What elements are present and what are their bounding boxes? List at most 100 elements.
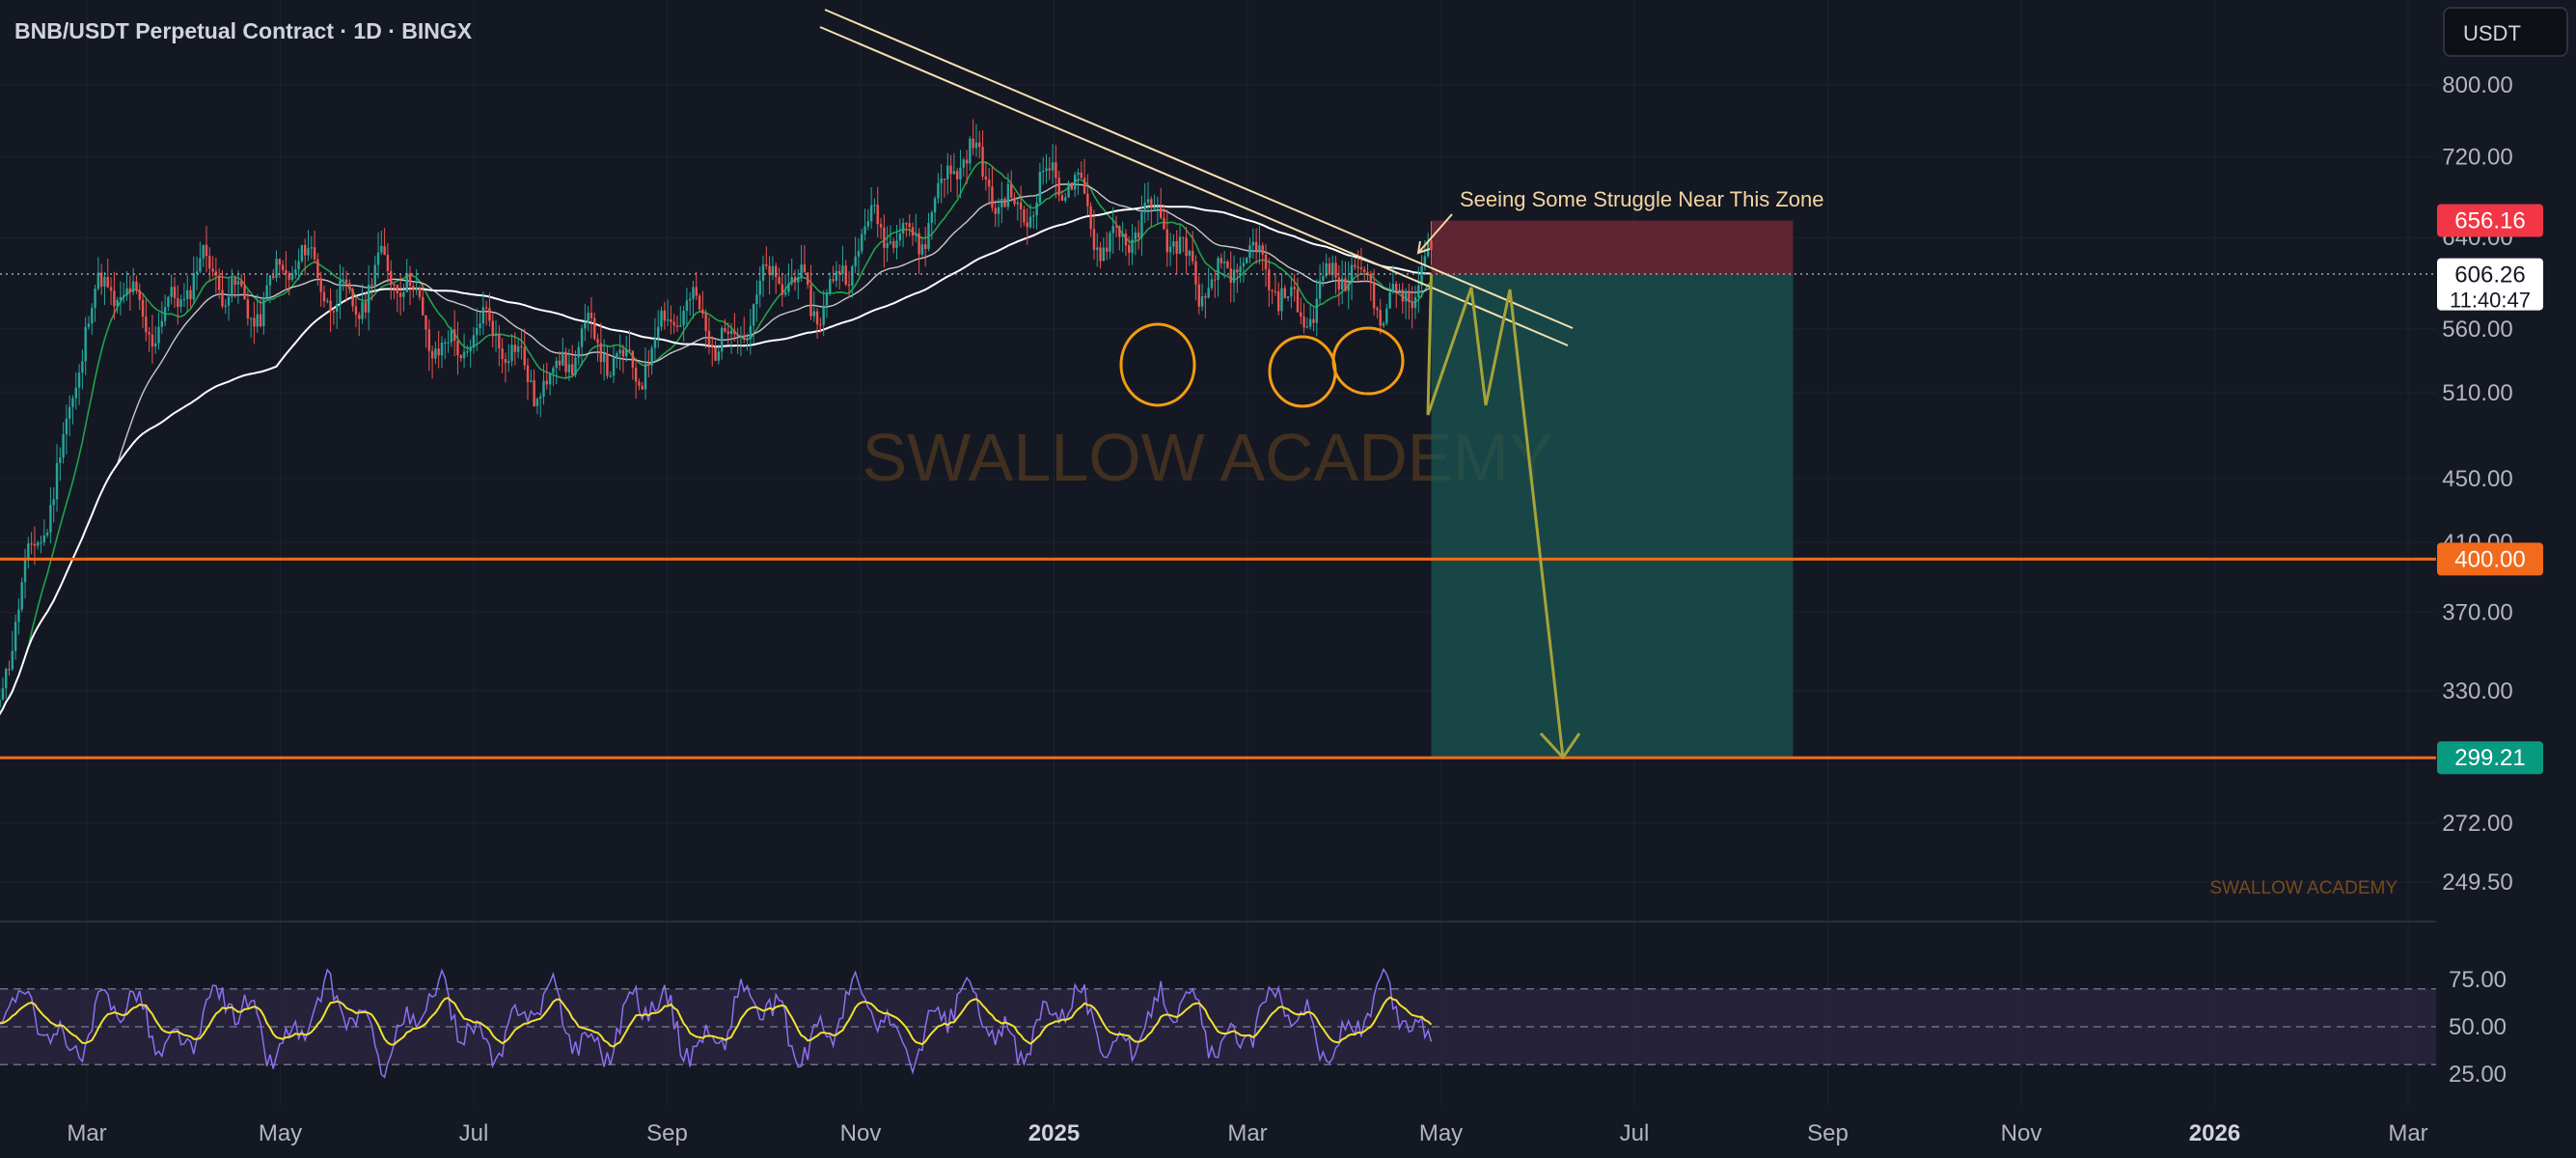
candle-body [562,351,564,366]
take-profit-zone[interactable] [1431,274,1794,758]
candle-body [310,247,313,249]
candle-body [783,291,787,295]
time-axis[interactable]: Mar May Jul Sep Nov 2025 Mar May Jul Sep Nov 2026 Ma… [67,1120,2427,1146]
candle-body [23,559,27,583]
time-axis-label: Mar [1227,1120,1267,1146]
target-price-label-bg [2437,741,2543,775]
candle-body [1185,237,1188,257]
candle-body [1210,279,1214,289]
trendline-lower[interactable] [819,26,1569,346]
candle-body [1337,277,1341,290]
drawings[interactable] [819,9,1581,760]
candle-body [113,290,116,307]
candle-body [1219,258,1223,263]
candle-body [265,285,268,298]
candle-body [1109,233,1111,252]
candle-body [806,272,809,286]
candle-body [1178,236,1182,254]
candle-body [1236,269,1239,273]
candle-body [1242,262,1246,267]
candle-body [911,227,915,236]
candle-body [1426,240,1430,257]
candle-body [822,305,825,325]
candle-body [55,462,59,500]
candle-body [940,179,943,183]
rsi-axis-tick: 50.00 [2449,1014,2507,1040]
candle-body [476,327,479,336]
candle-body [1137,232,1140,238]
candle-body [77,372,81,388]
time-axis-label: 2026 [2189,1120,2240,1146]
candle-body [498,333,501,349]
candle-body [1302,317,1305,328]
candle-body [1423,256,1427,266]
candle-body [415,288,418,290]
candle-body [724,327,726,332]
price-axis-tick: 510.00 [2442,380,2512,406]
candle-body [901,223,905,234]
candle-body [679,325,682,327]
candle-body [1408,290,1411,302]
current-price-label-bg [2437,258,2543,311]
candle-body [660,310,663,327]
candle-body [946,165,949,179]
candle-body [829,279,832,294]
candle-body [1,688,5,700]
candle-body [253,317,256,327]
candle-body [303,244,307,256]
candle-body [1165,229,1168,253]
candle-body [1308,318,1312,327]
highlight-circle[interactable] [1331,326,1405,396]
candle-body [1391,283,1395,293]
annotation-text[interactable]: Seeing Some Struggle Near This Zone [1460,187,1823,211]
candle-body [933,198,937,213]
candle-body [1194,261,1197,285]
candle-body [672,321,675,326]
candle-body [707,330,711,345]
candle-body [425,315,427,330]
candle-body [52,499,55,506]
candle-body [74,387,77,399]
candle-body [1114,226,1118,228]
projection-path[interactable] [1426,273,1565,758]
candle-body [370,284,373,287]
candle-body [437,348,440,356]
candle-body [1197,284,1200,307]
candle-body [1340,278,1344,290]
candle-body [606,353,609,376]
candle-body [0,699,1,707]
candle-body [1331,262,1334,275]
candle-body [227,296,231,306]
candle-body [182,298,186,300]
candle-body [491,320,494,336]
candle-body [915,233,918,236]
candle-body [892,241,895,248]
candle-body [1251,241,1255,246]
watermark-small: SWALLOW ACADEMY [2209,878,2398,898]
candle-body [644,363,647,390]
candle-body [584,322,587,329]
candle-body [1328,263,1331,275]
currency-button[interactable]: USDT [2443,7,2568,57]
candle-body [504,358,507,364]
time-axis-label: 2025 [1028,1120,1080,1146]
rsi-axis-tick: 75.00 [2449,967,2507,993]
candle-body [688,298,692,301]
stop-loss-zone[interactable] [1431,220,1794,275]
highlight-circle[interactable] [1119,322,1196,407]
candle-body [1060,195,1064,201]
horizontal-levels[interactable] [0,557,2436,759]
price-axis-tick: 450.00 [2442,466,2512,492]
candle-body [427,329,430,351]
candle-body [749,325,753,340]
candle-body [965,159,969,164]
candle-body [335,303,339,312]
candle-body [1271,290,1274,291]
candle-body [376,252,380,265]
candle-body [106,277,109,288]
candle-body [444,342,447,345]
trendline-upper[interactable] [824,9,1574,329]
candle-body [81,361,84,373]
candle-body [326,300,329,302]
